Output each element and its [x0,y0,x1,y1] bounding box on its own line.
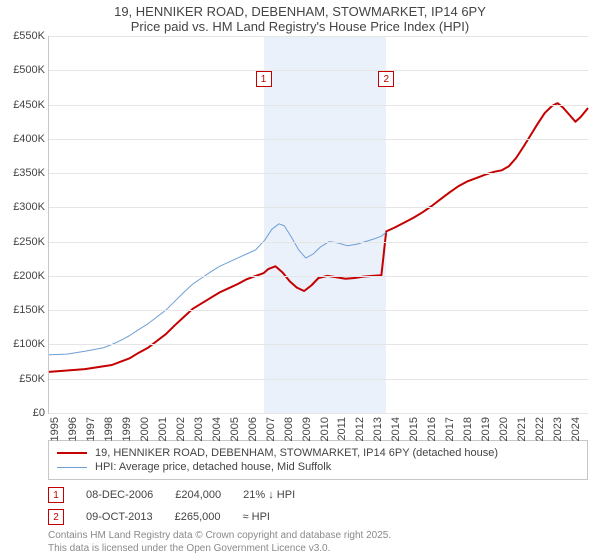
transaction-price: £204,000 [175,489,221,501]
footnote: Contains HM Land Registry data © Crown c… [48,530,588,555]
legend-swatch [57,452,87,454]
transaction-rel-hpi: ≈ HPI [243,511,270,523]
legend-label: 19, HENNIKER ROAD, DEBENHAM, STOWMARKET,… [95,447,498,459]
y-axis-tick: £150K [1,304,45,316]
chart-marker: 1 [256,71,272,87]
transaction-rel-hpi: 21% ↓ HPI [243,489,295,501]
legend-item: HPI: Average price, detached house, Mid … [57,460,579,474]
series-price_paid [49,103,588,372]
transaction-date: 08-DEC-2006 [86,489,153,501]
footnote-line: This data is licensed under the Open Gov… [48,543,588,556]
title-line-2: Price paid vs. HM Land Registry's House … [0,19,600,34]
title-line-1: 19, HENNIKER ROAD, DEBENHAM, STOWMARKET,… [0,4,600,19]
transaction-marker: 2 [48,509,64,525]
chart: £0£50K£100K£150K£200K£250K£300K£350K£400… [48,36,588,436]
y-axis-tick: £100K [1,338,45,350]
y-axis-tick: £200K [1,270,45,282]
series-hpi [49,224,386,355]
y-axis-tick: £350K [1,167,45,179]
legend-swatch [57,467,87,468]
legend-item: 19, HENNIKER ROAD, DEBENHAM, STOWMARKET,… [57,446,579,460]
transactions-table: 1 08-DEC-2006 £204,000 21% ↓ HPI 2 09-OC… [48,484,588,528]
chart-marker: 2 [378,71,394,87]
y-axis-tick: £0 [1,407,45,419]
legend: 19, HENNIKER ROAD, DEBENHAM, STOWMARKET,… [48,440,588,480]
y-axis-tick: £250K [1,236,45,248]
y-axis-tick: £400K [1,133,45,145]
y-axis-tick: £300K [1,201,45,213]
legend-label: HPI: Average price, detached house, Mid … [95,461,331,473]
chart-title: 19, HENNIKER ROAD, DEBENHAM, STOWMARKET,… [0,0,600,36]
y-axis-tick: £500K [1,64,45,76]
transaction-row: 1 08-DEC-2006 £204,000 21% ↓ HPI [48,484,588,506]
y-axis-tick: £450K [1,99,45,111]
y-axis-tick: £50K [1,373,45,385]
transaction-date: 09-OCT-2013 [86,511,153,523]
plot-area: £0£50K£100K£150K£200K£250K£300K£350K£400… [48,36,588,414]
chart-lines [49,36,588,413]
transaction-marker: 1 [48,487,64,503]
y-axis-tick: £550K [1,30,45,42]
transaction-row: 2 09-OCT-2013 £265,000 ≈ HPI [48,506,588,528]
footnote-line: Contains HM Land Registry data © Crown c… [48,530,588,543]
transaction-price: £265,000 [175,511,221,523]
